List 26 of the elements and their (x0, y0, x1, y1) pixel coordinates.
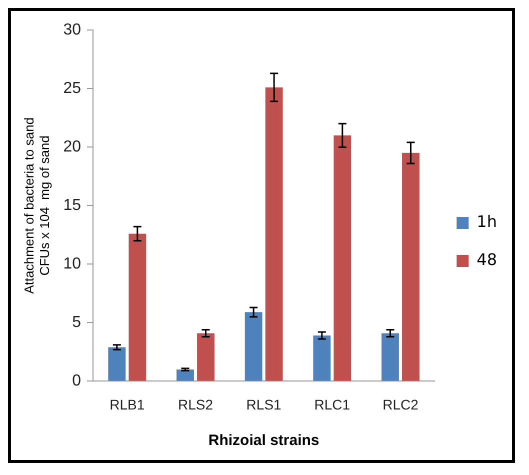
y-tick-label: 10 (63, 256, 82, 273)
y-tick-label: 30 (63, 21, 82, 38)
bar (197, 333, 214, 381)
bar (108, 347, 126, 381)
y-tick-label: 5 (72, 314, 82, 332)
legend-label: 48 (476, 250, 497, 270)
x-axis-title: Rhizoial strains (208, 432, 320, 450)
bar (265, 87, 283, 381)
x-tick-label: RLS2 (178, 396, 214, 412)
y-axis-title: Attachment of bacteria to sand CFUs x 104 mg of sand (21, 117, 52, 294)
y-tick-label: 25 (63, 80, 82, 97)
y-tick-label: 0 (72, 372, 82, 390)
bar (334, 135, 352, 381)
x-tick-label: RLS1 (246, 396, 282, 412)
bar (128, 234, 146, 381)
y-tick-label: 15 (63, 197, 82, 214)
bar (313, 336, 331, 381)
bar (176, 369, 194, 381)
x-tick-label: RLC2 (382, 396, 419, 412)
legend-label: 1h (476, 212, 497, 232)
bar (382, 333, 399, 381)
x-tick-label: RLC1 (314, 396, 350, 412)
bar (402, 152, 420, 381)
bar (244, 312, 262, 381)
y-tick-label: 20 (63, 138, 82, 156)
x-tick-label: RLB1 (110, 396, 145, 412)
